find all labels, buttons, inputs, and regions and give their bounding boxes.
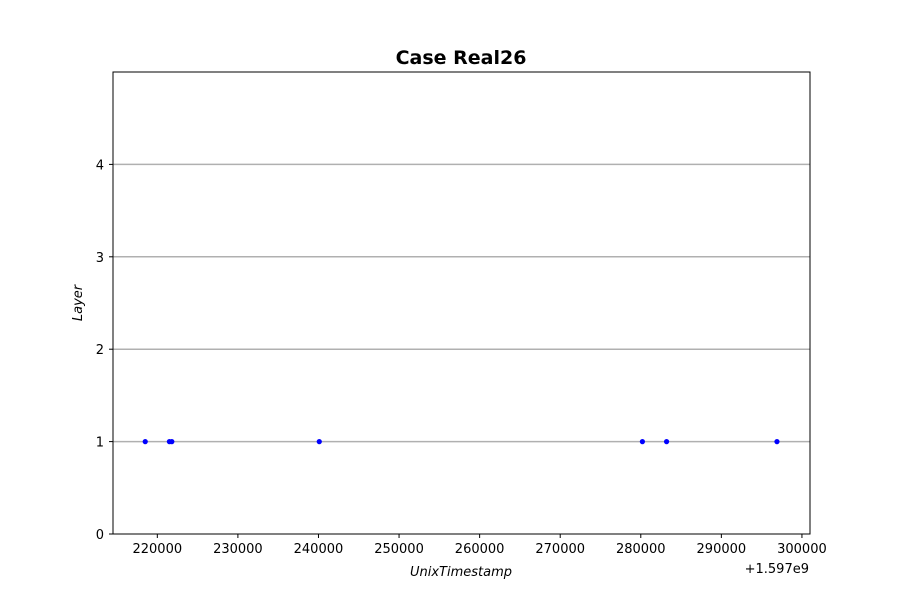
y-tick-label: 4 [96, 158, 104, 173]
data-point [639, 439, 645, 445]
x-tick-label: 270000 [535, 542, 585, 557]
y-axis-label: Layer [71, 283, 86, 321]
y-tick-label: 1 [96, 436, 104, 451]
plot-frame [112, 71, 811, 535]
x-axis-label: UnixTimestamp [410, 565, 512, 580]
x-tick-label: 220000 [132, 542, 182, 557]
chart-title: Case Real26 [396, 47, 527, 69]
y-axis: 0 1 2 3 4 [96, 158, 113, 543]
grid-lines [113, 163, 810, 443]
data-points [142, 439, 780, 445]
x-tick-label: 290000 [697, 542, 747, 557]
x-tick-label: 230000 [213, 542, 263, 557]
data-point [142, 439, 148, 445]
data-point [316, 439, 322, 445]
y-tick-label: 0 [96, 528, 104, 543]
x-tick-label: 300000 [777, 542, 827, 557]
data-point [169, 439, 175, 445]
data-point [663, 439, 670, 445]
y-tick-label: 3 [96, 251, 104, 266]
data-point [774, 439, 780, 445]
x-axis-offset-label: +1.597e9 [745, 562, 809, 577]
x-tick-label: 240000 [294, 542, 344, 557]
y-tick-label: 2 [96, 343, 104, 358]
x-tick-label: 250000 [374, 542, 424, 557]
x-axis: 220000 230000 240000 250000 260000 270000 2800… [132, 534, 827, 557]
x-tick-label: 280000 [616, 542, 666, 557]
x-tick-label: 260000 [455, 542, 505, 557]
